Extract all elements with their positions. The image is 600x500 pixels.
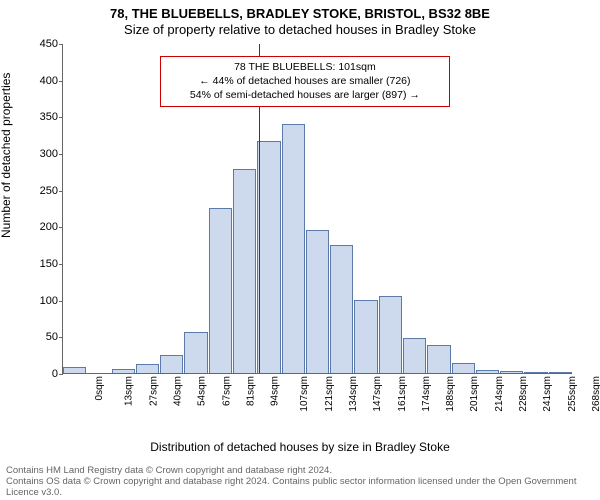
x-tick-label: 121sqm [324, 376, 335, 412]
y-tick-mark [59, 191, 63, 192]
y-tick-mark [59, 154, 63, 155]
y-tick-mark [59, 301, 63, 302]
x-tick-label: 13sqm [124, 376, 135, 406]
x-tick-label: 201sqm [470, 376, 481, 412]
x-tick-label: 40sqm [173, 376, 184, 406]
histogram-bar [524, 372, 547, 373]
histogram-bar [330, 245, 353, 373]
histogram-bar [403, 338, 426, 373]
histogram-bar [476, 370, 499, 373]
y-tick-mark [59, 81, 63, 82]
x-tick-label: 134sqm [348, 376, 359, 412]
x-tick-label: 255sqm [567, 376, 578, 412]
annotation-line: 54% of semi-detached houses are larger (… [167, 88, 443, 102]
histogram-bar [500, 371, 523, 373]
x-tick-label: 161sqm [397, 376, 408, 412]
y-axis-label: Number of detached properties [0, 73, 13, 238]
histogram-bar [63, 367, 86, 373]
annotation-box: 78 THE BLUEBELLS: 101sqm← 44% of detache… [160, 56, 450, 107]
annotation-line: ← 44% of detached houses are smaller (72… [167, 74, 443, 88]
y-tick-mark [59, 227, 63, 228]
x-tick-label: 0sqm [94, 376, 105, 400]
x-tick-label: 174sqm [421, 376, 432, 412]
plot-area: 0501001502002503003504004500sqm13sqm27sq… [62, 44, 572, 374]
x-tick-label: 268sqm [591, 376, 600, 412]
y-tick-mark [59, 44, 63, 45]
histogram-bar [306, 230, 329, 373]
histogram-bar [112, 369, 135, 373]
x-tick-label: 94sqm [270, 376, 281, 406]
y-tick-mark [59, 117, 63, 118]
histogram-bar [160, 355, 183, 373]
x-tick-label: 228sqm [518, 376, 529, 412]
chart-title-main: 78, THE BLUEBELLS, BRADLEY STOKE, BRISTO… [0, 0, 600, 21]
annotation-line: 78 THE BLUEBELLS: 101sqm [167, 60, 443, 74]
histogram-bar [549, 372, 572, 373]
footer-line-2: Contains OS data © Crown copyright and d… [6, 476, 600, 498]
footer-attribution: Contains HM Land Registry data © Crown c… [6, 465, 600, 498]
histogram-bar [282, 124, 305, 373]
histogram-bar [257, 141, 280, 373]
histogram-bar [136, 364, 159, 373]
histogram-bar [452, 363, 475, 373]
histogram-bar [379, 296, 402, 373]
histogram-bar [354, 300, 377, 373]
chart-container: Number of detached properties 0501001502… [0, 38, 600, 458]
x-tick-label: 241sqm [542, 376, 553, 412]
x-tick-label: 54sqm [197, 376, 208, 406]
histogram-bar [184, 332, 207, 373]
footer-line-1: Contains HM Land Registry data © Crown c… [6, 465, 600, 476]
histogram-bar [427, 345, 450, 373]
histogram-bar [209, 208, 232, 373]
x-tick-label: 188sqm [445, 376, 456, 412]
x-tick-label: 147sqm [372, 376, 383, 412]
x-tick-label: 214sqm [494, 376, 505, 412]
histogram-bar [233, 169, 256, 373]
x-axis-label: Distribution of detached houses by size … [0, 440, 600, 454]
x-tick-label: 81sqm [245, 376, 256, 406]
x-tick-label: 107sqm [300, 376, 311, 412]
y-tick-mark [59, 337, 63, 338]
x-tick-label: 67sqm [221, 376, 232, 406]
chart-title-sub: Size of property relative to detached ho… [0, 21, 600, 37]
y-tick-mark [59, 374, 63, 375]
x-tick-label: 27sqm [148, 376, 159, 406]
y-tick-mark [59, 264, 63, 265]
